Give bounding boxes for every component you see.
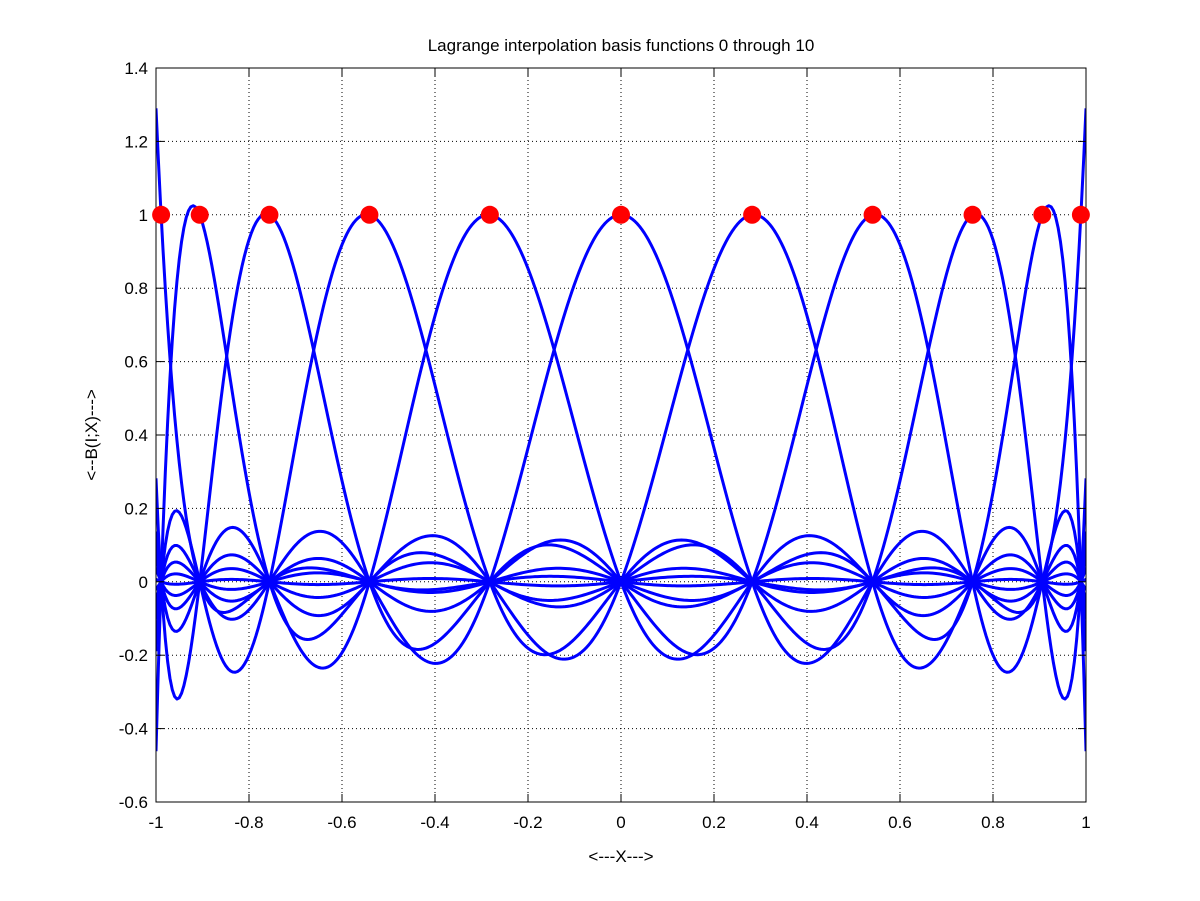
node-marker [1033,205,1052,224]
y-tick-label: 0.2 [124,499,148,518]
y-tick-label: -0.6 [119,793,148,812]
x-tick-label: -1 [148,813,163,832]
x-tick-label: 0.4 [795,813,819,832]
node-marker [360,205,379,224]
y-tick-label: -0.4 [119,720,148,739]
x-tick-label: 1 [1081,813,1090,832]
node-marker [863,205,882,224]
node-marker [1071,205,1090,224]
y-tick-label: 0.4 [124,426,148,445]
x-tick-label: 0.6 [888,813,912,832]
node-marker [190,205,209,224]
y-tick-label: 0.8 [124,279,148,298]
x-tick-label: -0.6 [327,813,356,832]
y-tick-label: 1 [139,206,148,225]
node-marker [480,205,499,224]
y-tick-label: 1.2 [124,132,148,151]
node-markers [152,205,1090,224]
x-tick-label: -0.2 [513,813,542,832]
y-tick-label: 0.6 [124,353,148,372]
chart-title: Lagrange interpolation basis functions 0… [428,36,815,55]
y-tick-label: 0 [139,573,148,592]
node-marker [152,205,171,224]
x-tick-label: -0.8 [234,813,263,832]
node-marker [260,205,279,224]
node-marker [963,205,982,224]
y-tick-label: -0.2 [119,646,148,665]
basis-curve-10 [156,108,1086,615]
x-tick-label: 0 [616,813,625,832]
node-marker [612,205,630,224]
basis-curves [156,108,1086,752]
x-axis-label: <---X---> [588,847,653,866]
x-tick-label: -0.4 [420,813,449,832]
node-marker [743,205,762,224]
x-tick-label: 0.2 [702,813,726,832]
y-tick-label: 1.4 [124,59,148,78]
y-axis-label: <--B(I;X)---> [82,389,101,481]
axis-ticks: -1 -0.8 -0.6 -0.4 -0.2 0 0.2 0.4 0.6 0.8 1 -0.6 -0.4… [119,59,1091,832]
x-tick-label: 0.8 [981,813,1005,832]
